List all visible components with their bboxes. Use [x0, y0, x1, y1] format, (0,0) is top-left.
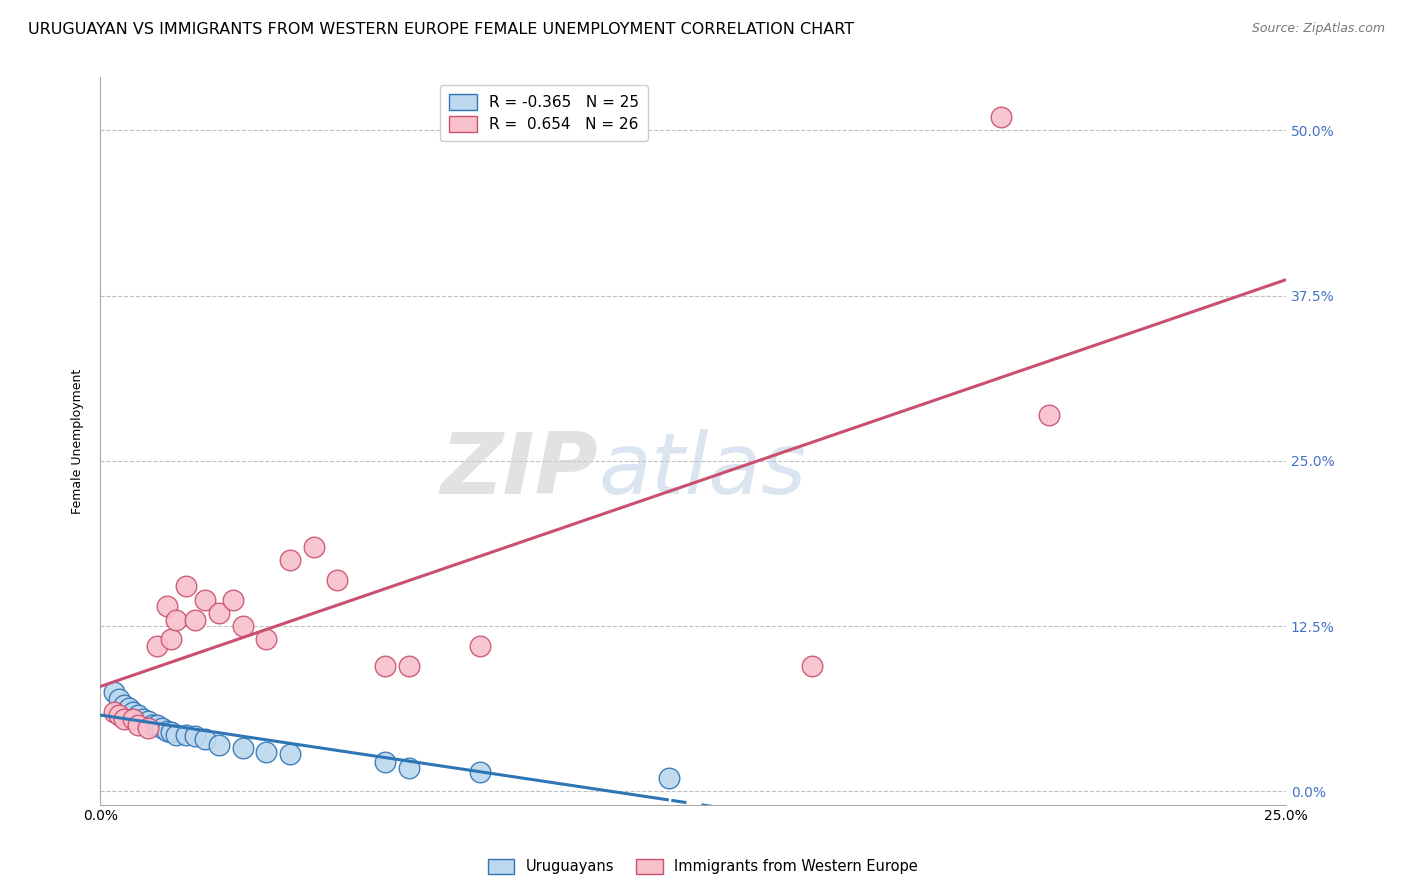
Point [127, 707, 149, 722]
Point [658, 771, 681, 785]
Point [156, 599, 179, 614]
Point [398, 658, 420, 673]
Text: URUGUAYAN VS IMMIGRANTS FROM WESTERN EUROPE FEMALE UNEMPLOYMENT CORRELATION CHAR: URUGUAYAN VS IMMIGRANTS FROM WESTERN EUR… [28, 22, 855, 37]
Point [1038, 408, 1060, 422]
Point [141, 718, 163, 732]
Point [112, 698, 135, 713]
Point [136, 721, 159, 735]
Point [254, 745, 277, 759]
Point [165, 727, 187, 741]
Point [103, 685, 125, 699]
Point [184, 729, 207, 743]
Legend: R = -0.365   N = 25, R =  0.654   N = 26: R = -0.365 N = 25, R = 0.654 N = 26 [440, 85, 648, 142]
Point [127, 718, 149, 732]
Point [231, 740, 253, 755]
Legend: Uruguayans, Immigrants from Western Europe: Uruguayans, Immigrants from Western Euro… [482, 853, 924, 880]
Point [150, 721, 173, 735]
Point [208, 606, 231, 620]
Point [254, 632, 277, 647]
Point [103, 705, 125, 719]
Point [278, 553, 301, 567]
Point [468, 764, 491, 779]
Point [160, 632, 183, 647]
Point [278, 747, 301, 762]
Point [108, 707, 131, 722]
Point [136, 714, 159, 729]
Point [132, 712, 155, 726]
Point [302, 540, 325, 554]
Point [174, 727, 197, 741]
Point [122, 705, 145, 719]
Point [108, 691, 131, 706]
Text: Source: ZipAtlas.com: Source: ZipAtlas.com [1251, 22, 1385, 36]
Y-axis label: Female Unemployment: Female Unemployment [72, 368, 84, 514]
Point [193, 731, 215, 746]
Point [374, 658, 396, 673]
Point [184, 613, 207, 627]
Point [122, 712, 145, 726]
Point [146, 639, 169, 653]
Point [398, 761, 420, 775]
Point [374, 756, 396, 770]
Point [193, 592, 215, 607]
Point [468, 639, 491, 653]
Point [174, 579, 197, 593]
Point [326, 573, 349, 587]
Point [222, 592, 245, 607]
Text: ZIP: ZIP [440, 429, 599, 512]
Text: atlas: atlas [599, 429, 806, 512]
Point [160, 725, 183, 739]
Point [800, 658, 823, 673]
Point [165, 613, 187, 627]
Point [146, 718, 169, 732]
Point [112, 712, 135, 726]
Point [990, 110, 1012, 124]
Point [231, 619, 253, 633]
Point [118, 701, 141, 715]
Point [156, 723, 179, 738]
Point [208, 738, 231, 752]
